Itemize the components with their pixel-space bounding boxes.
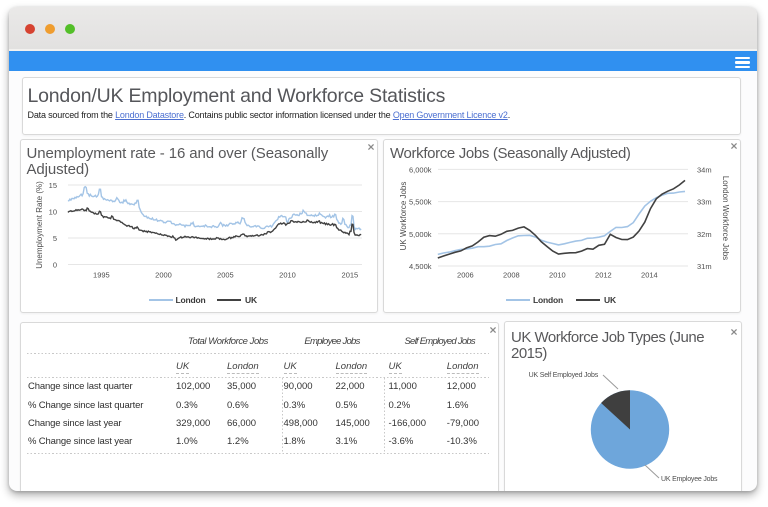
svg-text:2006: 2006 [457, 271, 474, 280]
svg-text:2010: 2010 [279, 271, 296, 280]
svg-text:2015: 2015 [341, 271, 358, 280]
svg-text:2000: 2000 [155, 271, 172, 280]
svg-text:2010: 2010 [549, 271, 566, 280]
svg-text:5,000k: 5,000k [409, 230, 432, 239]
svg-text:1995: 1995 [93, 271, 110, 280]
svg-text:10: 10 [48, 208, 56, 217]
svg-text:15: 15 [48, 181, 56, 190]
svg-text:Unemployment Rate (%): Unemployment Rate (%) [35, 181, 44, 269]
svg-text:32m: 32m [697, 230, 712, 239]
svg-text:34m: 34m [697, 165, 712, 174]
svg-text:London: London [533, 295, 563, 305]
svg-text:6,000k: 6,000k [409, 165, 432, 174]
svg-text:5: 5 [52, 234, 56, 243]
svg-text:UK Workforce Jobs: UK Workforce Jobs [399, 182, 408, 251]
svg-text:London: London [175, 295, 205, 305]
svg-text:4,500k: 4,500k [409, 262, 432, 271]
svg-text:UK: UK [604, 295, 617, 305]
svg-text:31m: 31m [697, 262, 712, 271]
svg-text:2014: 2014 [641, 271, 658, 280]
svg-text:UK: UK [245, 295, 258, 305]
svg-text:5,500k: 5,500k [409, 198, 432, 207]
svg-text:2005: 2005 [217, 271, 234, 280]
svg-text:London Workforce Jobs: London Workforce Jobs [721, 176, 730, 260]
svg-text:UK Self Employed Jobs: UK Self Employed Jobs [529, 372, 599, 379]
svg-text:UK Employee Jobs: UK Employee Jobs [661, 476, 718, 483]
svg-text:0: 0 [52, 261, 56, 270]
svg-text:2008: 2008 [503, 271, 520, 280]
svg-text:33m: 33m [697, 198, 712, 207]
svg-text:2012: 2012 [595, 271, 612, 280]
